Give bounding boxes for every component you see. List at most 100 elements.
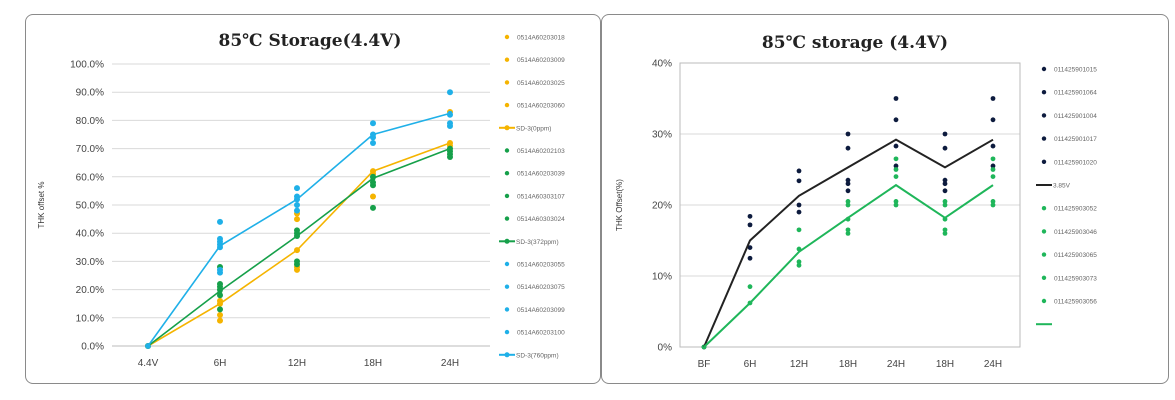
data-point	[796, 259, 802, 265]
y-tick-label: 0.0%	[81, 342, 104, 353]
x-tick-label: 12H	[790, 359, 808, 370]
plot-frame	[679, 62, 1021, 348]
data-point	[370, 179, 376, 186]
y-tick-label: 20.0%	[76, 285, 104, 296]
legend-label: 011425901020	[1054, 159, 1097, 166]
x-tick-label: 4.4V	[138, 358, 159, 369]
data-point	[990, 202, 996, 208]
data-point	[845, 145, 851, 151]
data-point	[845, 227, 851, 233]
legend-dot-swatch	[1041, 90, 1047, 95]
legend-dot-swatch	[504, 171, 510, 176]
legend-label: 011425903052	[1054, 206, 1097, 213]
data-point	[796, 202, 802, 208]
x-tick-label: 24H	[887, 359, 905, 370]
series-line	[147, 142, 451, 347]
data-point	[217, 317, 223, 324]
data-point	[294, 207, 300, 214]
chart-title: 85℃ Storage(4.4V)	[219, 31, 402, 51]
data-point	[747, 222, 753, 228]
data-point	[942, 177, 948, 183]
line-marker	[447, 140, 453, 146]
data-point	[942, 231, 948, 236]
data-point	[990, 163, 996, 169]
data-point	[217, 292, 223, 299]
legend-dot-swatch	[1041, 298, 1047, 304]
y-tick-label: 30.0%	[76, 257, 104, 268]
legend-label: 0514A60303107	[517, 193, 565, 200]
x-tick-label: 12H	[288, 358, 306, 369]
data-point	[217, 306, 223, 313]
x-tick-label: 24H	[984, 359, 1002, 370]
data-point	[893, 167, 899, 172]
data-point	[747, 255, 753, 261]
data-point	[796, 262, 802, 268]
data-point	[893, 163, 899, 169]
line-marker	[294, 247, 300, 253]
data-point	[893, 156, 899, 162]
legend-label: 0514A60303024	[517, 216, 565, 223]
legend-label: 0514A60203039	[517, 171, 565, 178]
data-point	[796, 209, 802, 215]
legend-label: 0514A60203100	[517, 330, 565, 337]
chart-title: 85℃ storage (4.4V)	[762, 33, 948, 53]
x-tick-label: BF	[698, 359, 711, 370]
x-tick-label: 24H	[441, 358, 459, 369]
legend-label: SD-3(760ppm)	[516, 352, 559, 359]
legend-label: 011425903046	[1054, 229, 1097, 236]
legend-label: 0514A60203009	[517, 57, 565, 64]
y-tick-label: 60.0%	[76, 172, 104, 183]
data-point	[294, 227, 300, 234]
y-tick-label: 0%	[658, 343, 673, 354]
y-tick-label: 100.0%	[70, 60, 104, 71]
legend-label: 0514A60203099	[517, 307, 565, 314]
data-point	[845, 202, 851, 208]
data-point	[942, 199, 948, 204]
legend-dot-swatch	[504, 216, 510, 221]
data-point	[217, 266, 223, 273]
data-point	[893, 96, 899, 101]
legend-dot-swatch	[504, 57, 510, 62]
data-point	[370, 120, 376, 127]
legend-dot-swatch	[504, 284, 510, 289]
data-point	[845, 231, 851, 236]
line-marker	[370, 175, 376, 181]
legend-dot-swatch	[1041, 275, 1047, 280]
legend-label: 011425901017	[1054, 136, 1097, 143]
legend-label: 0514A60203060	[517, 103, 565, 110]
y-axis-label: THK Offset(%)	[615, 179, 624, 231]
line-marker	[217, 301, 223, 307]
legend-dot-swatch	[1041, 252, 1047, 257]
data-point	[796, 178, 802, 184]
data-point	[747, 213, 753, 219]
legend-dot-swatch	[1041, 66, 1047, 72]
data-point	[990, 96, 996, 101]
y-tick-label: 10%	[652, 272, 672, 283]
legend-marker	[504, 352, 510, 358]
data-point	[370, 193, 376, 200]
legend-label: 0514A60203025	[517, 80, 565, 87]
legend-label: 011425903056	[1054, 299, 1097, 306]
data-point	[845, 131, 851, 137]
data-point	[370, 204, 376, 211]
legend-dot-swatch	[504, 80, 510, 85]
data-point	[447, 89, 453, 96]
legend-dot-swatch	[1041, 229, 1047, 234]
y-tick-label: 40%	[652, 59, 672, 70]
data-point	[294, 216, 300, 223]
y-tick-label: 90.0%	[76, 88, 104, 99]
data-point	[845, 188, 851, 194]
data-point	[217, 218, 223, 225]
legend-label: 011425901015	[1054, 67, 1097, 74]
legend-label: 011425903065	[1054, 252, 1097, 259]
data-point	[990, 117, 996, 123]
legend-label: 0514A60202103	[517, 148, 565, 155]
legend-dot-swatch	[504, 307, 510, 312]
legend-dot-swatch	[1041, 159, 1047, 164]
data-point	[796, 168, 802, 174]
legend-label: 0514A60203075	[517, 284, 565, 291]
data-point	[447, 120, 453, 127]
line-marker	[145, 343, 151, 349]
legend-dot-swatch	[1041, 136, 1047, 141]
